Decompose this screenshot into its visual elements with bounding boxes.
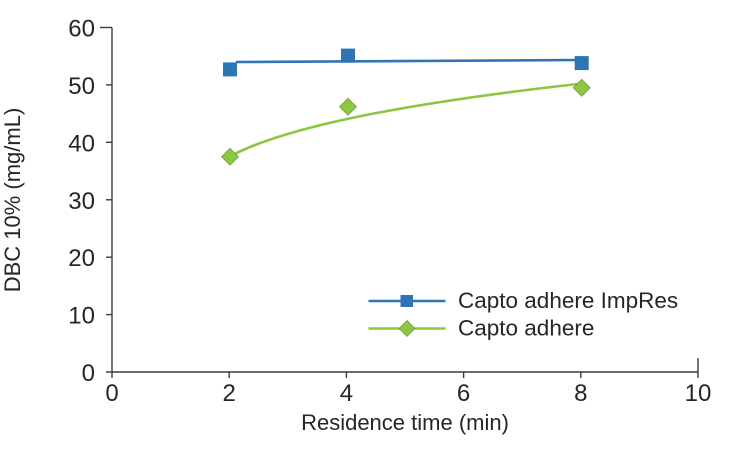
svg-text:10: 10: [68, 303, 95, 330]
svg-text:0: 0: [105, 380, 118, 407]
svg-text:60: 60: [68, 16, 95, 43]
svg-text:20: 20: [68, 245, 95, 272]
svg-text:Capto adhere ImpRes: Capto adhere ImpRes: [458, 288, 678, 313]
svg-text:30: 30: [68, 188, 95, 215]
svg-text:10: 10: [685, 380, 712, 407]
svg-text:4: 4: [340, 380, 353, 407]
svg-text:Capto adhere: Capto adhere: [458, 316, 594, 341]
svg-text:8: 8: [574, 380, 587, 407]
svg-text:DBC 10% (mg/mL): DBC 10% (mg/mL): [0, 108, 25, 293]
svg-text:50: 50: [68, 73, 95, 100]
svg-text:Residence time (min): Residence time (min): [301, 410, 509, 435]
svg-text:6: 6: [457, 380, 470, 407]
svg-text:2: 2: [223, 380, 236, 407]
svg-text:40: 40: [68, 130, 95, 157]
svg-text:0: 0: [82, 360, 95, 387]
